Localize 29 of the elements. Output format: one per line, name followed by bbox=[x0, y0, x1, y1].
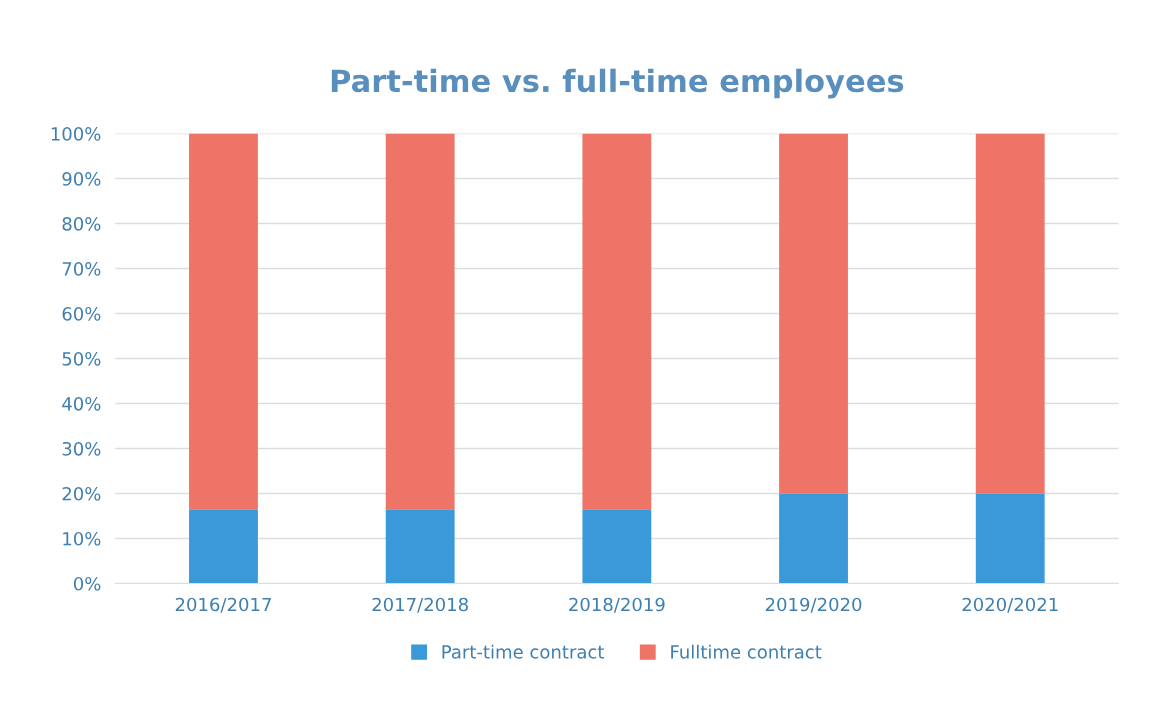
bar bbox=[779, 493, 848, 584]
y-tick-label: 40% bbox=[62, 396, 101, 411]
x-tick-label: 2018/2019 bbox=[569, 597, 665, 613]
bar bbox=[385, 509, 455, 584]
x-tick-label: 2019/2020 bbox=[765, 597, 862, 613]
bar bbox=[582, 509, 652, 584]
chart-title: Part-time vs. full-time employees bbox=[331, 68, 904, 99]
y-tick-label: 20% bbox=[62, 486, 101, 501]
x-tick-label: 2020/2021 bbox=[962, 597, 1058, 613]
bar bbox=[975, 133, 1045, 494]
y-tick-label: 70% bbox=[62, 262, 101, 276]
legend-label: Part-time contract bbox=[442, 644, 605, 659]
x-tick-label: 2017/2018 bbox=[372, 597, 468, 613]
bar bbox=[582, 133, 652, 510]
y-tick-label: 60% bbox=[62, 307, 101, 321]
y-tick-label: 50% bbox=[62, 351, 101, 366]
y-tick-label: 80% bbox=[62, 217, 101, 231]
bar bbox=[779, 133, 848, 494]
legend-label: Fulltime contract bbox=[671, 644, 822, 659]
y-tick-label: 10% bbox=[63, 531, 101, 546]
y-tick-label: 100% bbox=[51, 127, 101, 141]
bar bbox=[975, 493, 1045, 584]
y-tick-label: 0% bbox=[73, 576, 101, 591]
y-tick-label: 90% bbox=[62, 172, 101, 186]
y-tick-label: 30% bbox=[62, 441, 101, 456]
bar bbox=[189, 509, 258, 584]
bar bbox=[385, 133, 455, 510]
bar bbox=[189, 133, 258, 510]
x-tick-label: 2016/2017 bbox=[175, 597, 271, 613]
